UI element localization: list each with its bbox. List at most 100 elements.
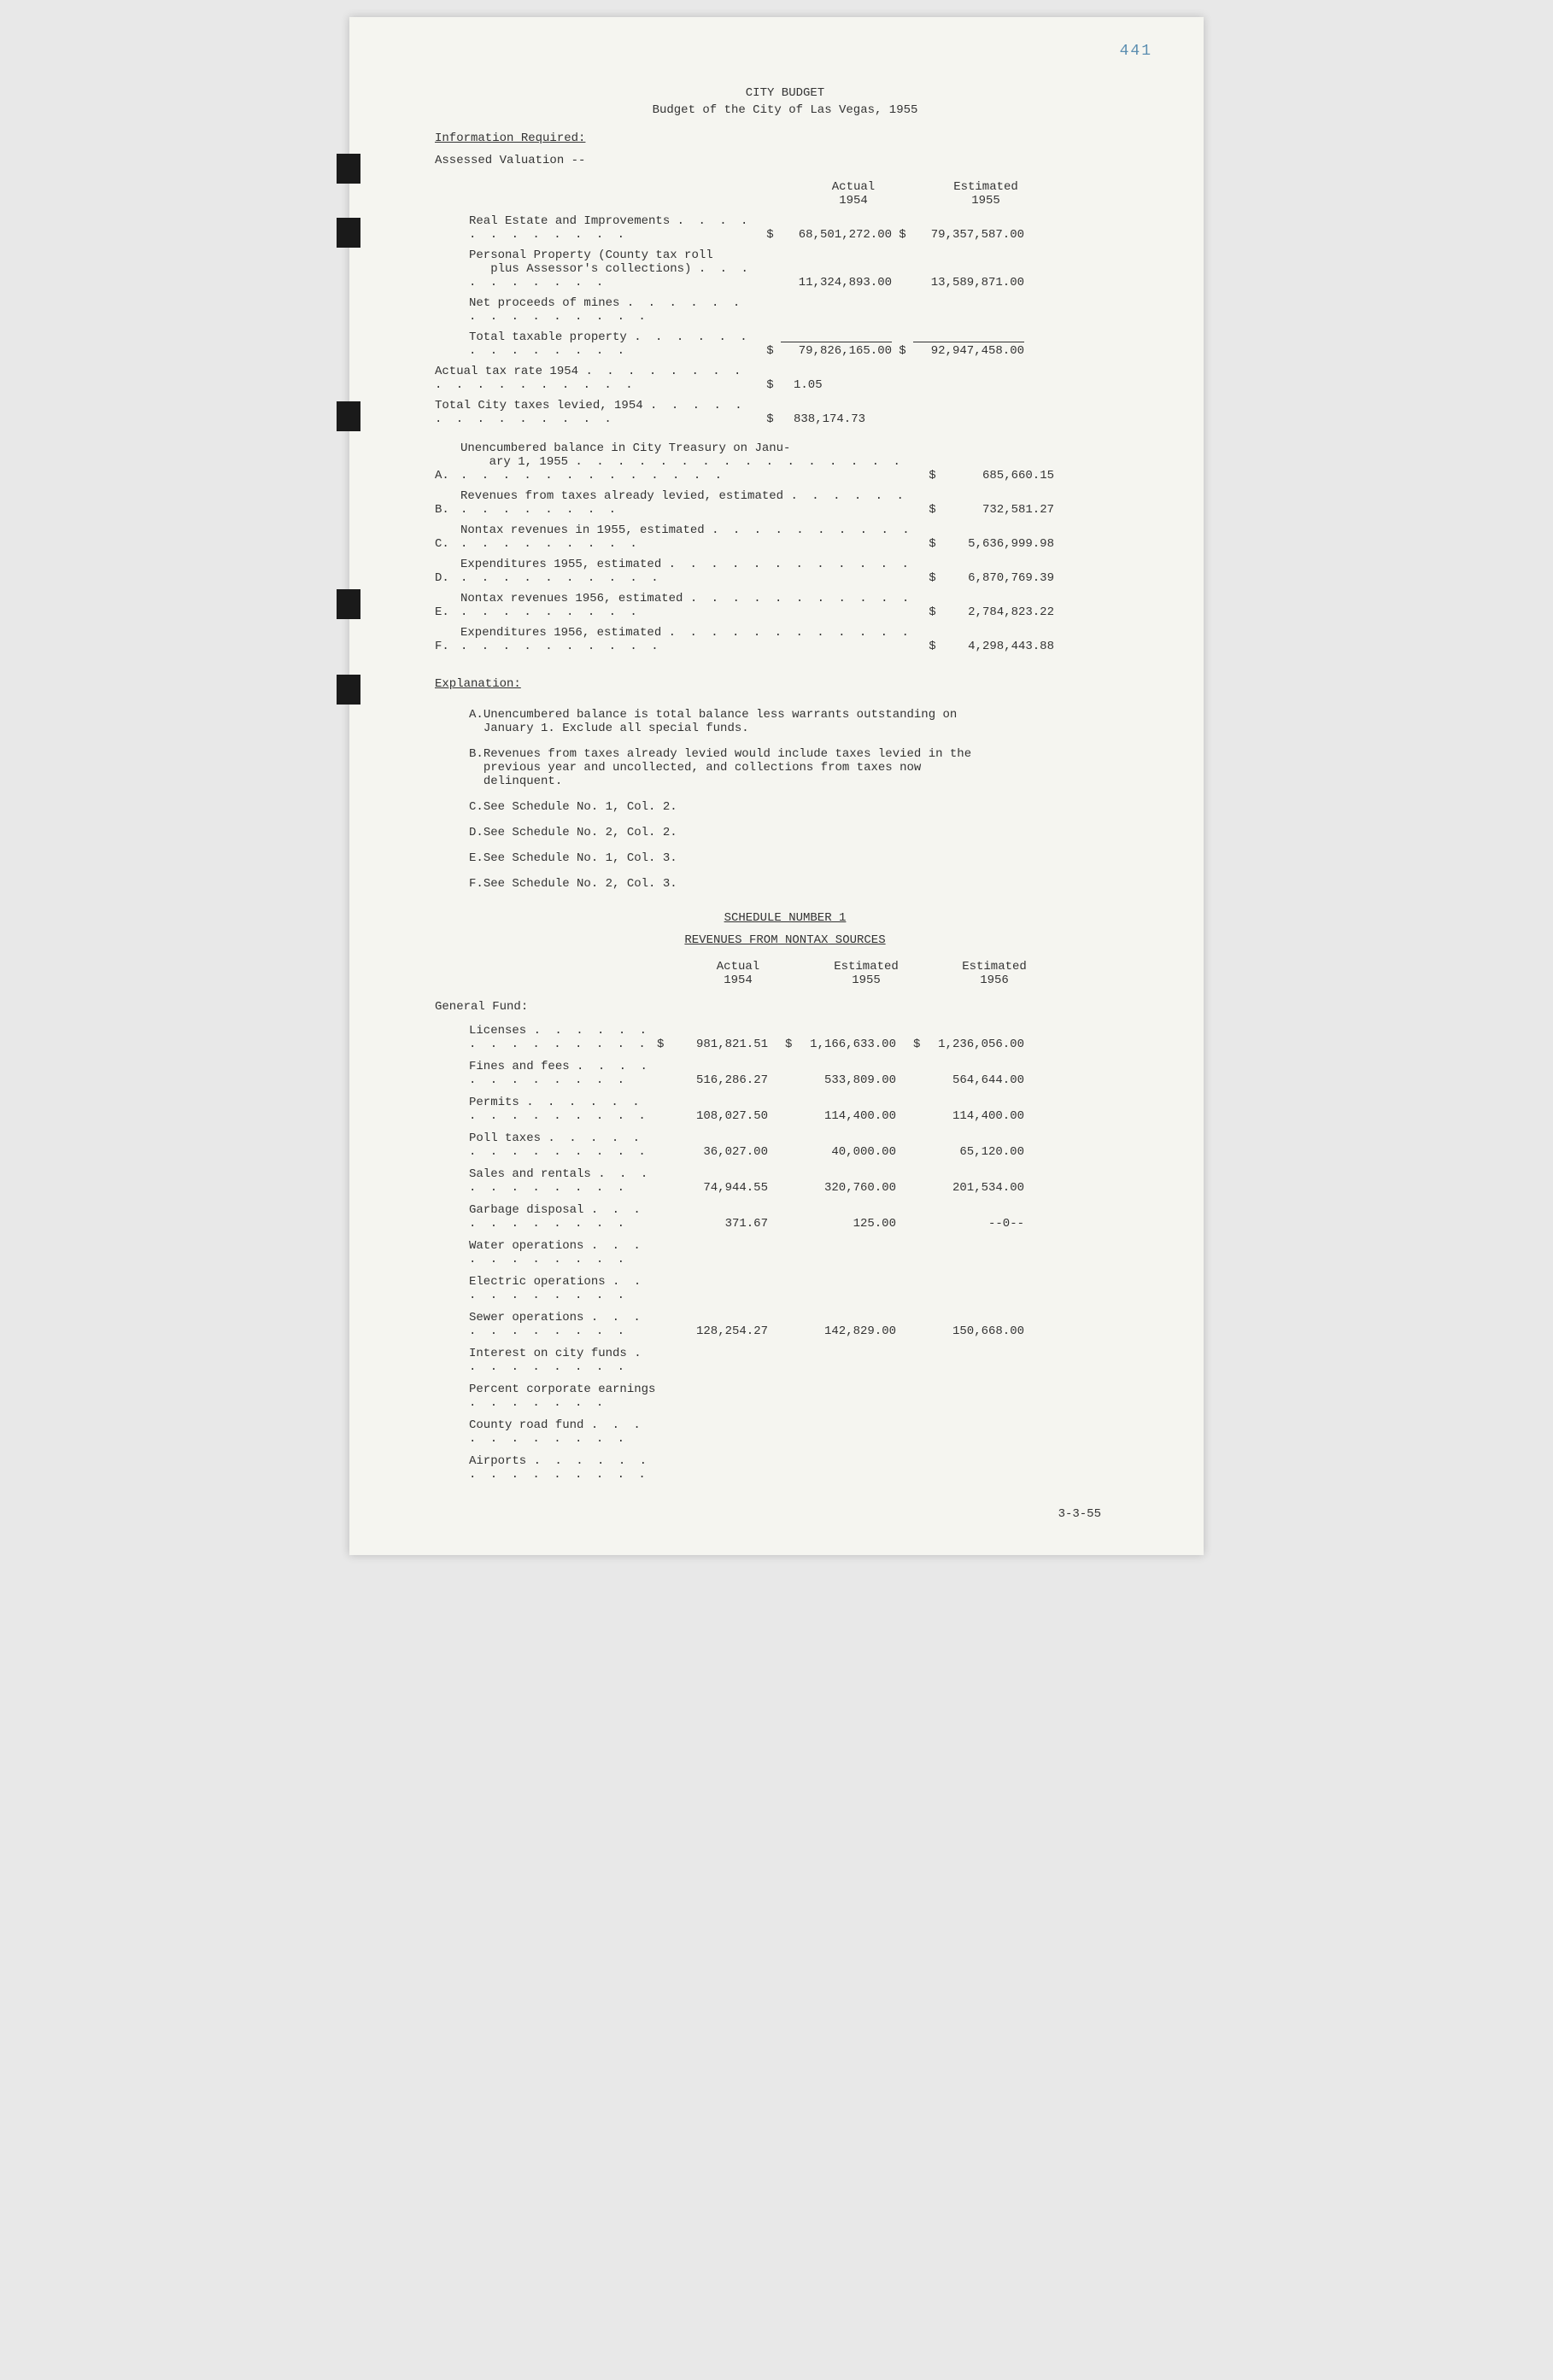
punch-hole	[337, 218, 360, 248]
row-label: Permits . . . . . . . . . . . . . . .	[435, 1096, 657, 1123]
valuation-row: Real Estate and Improvements . . . . . .…	[435, 214, 1135, 242]
summary-item: C.Nontax revenues in 1955, estimated . .…	[435, 523, 1135, 551]
schedule-title: SCHEDULE NUMBER 1	[435, 911, 1135, 925]
dollar-sign: $	[922, 571, 943, 585]
dollar-sign: $	[922, 537, 943, 551]
footer-date: 3-3-55	[435, 1507, 1135, 1521]
schedule-row: Percent corporate earnings . . . . . . .	[435, 1383, 1135, 1410]
dollar-sign: $	[913, 1038, 930, 1051]
tax-row: Total City taxes levied, 1954 . . . . . …	[435, 399, 1135, 426]
summary-item: E.Nontax revenues 1956, estimated . . . …	[435, 592, 1135, 619]
amount-1956: 1,236,056.00	[930, 1038, 1041, 1051]
schedule-row: Airports . . . . . . . . . . . . . . .	[435, 1454, 1135, 1482]
dollar-sign: $	[892, 228, 913, 242]
amount: 685,660.15	[943, 469, 1054, 482]
title-block: CITY BUDGET Budget of the City of Las Ve…	[435, 85, 1135, 119]
row-label: Airports . . . . . . . . . . . . . . .	[435, 1454, 657, 1482]
summary-item: A.Unencumbered balance in City Treasury …	[435, 441, 1135, 482]
punch-hole	[337, 154, 360, 184]
summary-item: D.Expenditures 1955, estimated . . . . .…	[435, 558, 1135, 585]
amount-1955: 92,947,458.00	[913, 342, 1024, 358]
amount: 2,784,823.22	[943, 605, 1054, 619]
schedule-row: Licenses . . . . . . . . . . . . . . .$9…	[435, 1024, 1135, 1051]
schedule-row: Garbage disposal . . . . . . . . . . . 37…	[435, 1203, 1135, 1231]
item-letter: F.	[435, 640, 460, 653]
dollar-sign: $	[759, 412, 781, 426]
amount-1954: 981,821.51	[674, 1038, 785, 1051]
explanation-letter: B.	[435, 747, 483, 788]
valuation-row: Net proceeds of mines . . . . . . . . . …	[435, 296, 1135, 324]
amount: 5,636,999.98	[943, 537, 1054, 551]
row-label: Poll taxes . . . . . . . . . . . . . .	[435, 1132, 657, 1159]
schedule-row: Fines and fees . . . . . . . . . . . . 51…	[435, 1060, 1135, 1087]
row-label: Interest on city funds . . . . . . . . .	[435, 1347, 657, 1374]
dollar-sign: $	[785, 1038, 802, 1051]
row-label: Nontax revenues in 1955, estimated . . .…	[460, 523, 922, 551]
amount-1955: 320,760.00	[802, 1181, 913, 1195]
punch-hole	[337, 401, 360, 431]
col1-header: Actual	[798, 180, 909, 194]
row-label: Real Estate and Improvements . . . . . .…	[435, 214, 759, 242]
explanation-text: Revenues from taxes already levied would…	[483, 747, 1135, 788]
schedule-row: Sewer operations . . . . . . . . . . .12…	[435, 1311, 1135, 1338]
item-letter: A.	[435, 469, 460, 482]
row-label: Garbage disposal . . . . . . . . . . .	[435, 1203, 657, 1231]
row-label: Water operations . . . . . . . . . . .	[435, 1239, 657, 1266]
valuation-row: Personal Property (County tax roll plus …	[435, 249, 1135, 289]
amount-1954: 516,286.27	[674, 1073, 785, 1087]
row-label: Net proceeds of mines . . . . . . . . . …	[435, 296, 759, 324]
item-letter: E.	[435, 605, 460, 619]
sched-col2-year: 1955	[819, 974, 913, 987]
amount-1956: 150,668.00	[930, 1324, 1041, 1338]
amount-1955: 142,829.00	[802, 1324, 913, 1338]
tax-row: Actual tax rate 1954 . . . . . . . . . .…	[435, 365, 1135, 392]
amount-1955: 533,809.00	[802, 1073, 913, 1087]
title-line-2: Budget of the City of Las Vegas, 1955	[435, 102, 1135, 120]
amount-1954: 74,944.55	[674, 1181, 785, 1195]
sched-col3-year: 1956	[947, 974, 1041, 987]
schedule-row: Interest on city funds . . . . . . . . .	[435, 1347, 1135, 1374]
amount-1955: 114,400.00	[802, 1109, 913, 1123]
amount: 1.05	[781, 378, 892, 392]
amount-1956: 201,534.00	[930, 1181, 1041, 1195]
explanation-text: See Schedule No. 1, Col. 2.	[483, 800, 1135, 814]
amount-1954: 79,826,165.00	[781, 342, 892, 358]
valuation-row: Total taxable property . . . . . . . . .…	[435, 330, 1135, 358]
amount-1955: 125.00	[802, 1217, 913, 1231]
explanation-letter: E.	[435, 851, 483, 865]
dollar-sign: $	[922, 469, 943, 482]
punch-hole	[337, 589, 360, 619]
amount-1954: 371.67	[674, 1217, 785, 1231]
schedule-row: Electric operations . . . . . . . . . .	[435, 1275, 1135, 1302]
amount-1956: 564,644.00	[930, 1073, 1041, 1087]
schedule-row: County road fund . . . . . . . . . . .	[435, 1418, 1135, 1446]
summary-item: B.Revenues from taxes already levied, es…	[435, 489, 1135, 517]
row-label: Fines and fees . . . . . . . . . . . .	[435, 1060, 657, 1087]
amount-1954: 11,324,893.00	[781, 276, 892, 289]
row-label: Nontax revenues 1956, estimated . . . . …	[460, 592, 922, 619]
valuation-column-headers: Actual 1954 Estimated 1955	[435, 180, 1135, 208]
dollar-sign: $	[922, 605, 943, 619]
row-label: Expenditures 1956, estimated . . . . . .…	[460, 626, 922, 653]
amount: 6,870,769.39	[943, 571, 1054, 585]
row-label: Personal Property (County tax roll plus …	[435, 249, 759, 289]
row-label: Actual tax rate 1954 . . . . . . . . . .…	[435, 365, 759, 392]
col1-year: 1954	[798, 194, 909, 208]
page-number: 441	[1120, 43, 1152, 60]
row-label: Percent corporate earnings . . . . . . .	[435, 1383, 657, 1410]
amount-1956: --0--	[930, 1217, 1041, 1231]
col2-year: 1955	[930, 194, 1041, 208]
dollar-sign: $	[759, 228, 781, 242]
explanation-letter: D.	[435, 826, 483, 839]
schedule-row: Sales and rentals . . . . . . . . . . .7…	[435, 1167, 1135, 1195]
amount: 838,174.73	[781, 412, 892, 426]
sched-col3-header: Estimated	[947, 960, 1041, 974]
row-label: Total City taxes levied, 1954 . . . . . …	[435, 399, 759, 426]
row-label: Sewer operations . . . . . . . . . . .	[435, 1311, 657, 1338]
dollar-sign: $	[657, 1038, 674, 1051]
explanation-item: C.See Schedule No. 1, Col. 2.	[435, 800, 1135, 814]
col2-header: Estimated	[930, 180, 1041, 194]
schedule-row: Water operations . . . . . . . . . . .	[435, 1239, 1135, 1266]
explanation-item: B.Revenues from taxes already levied wou…	[435, 747, 1135, 788]
title-line-1: CITY BUDGET	[435, 85, 1135, 102]
